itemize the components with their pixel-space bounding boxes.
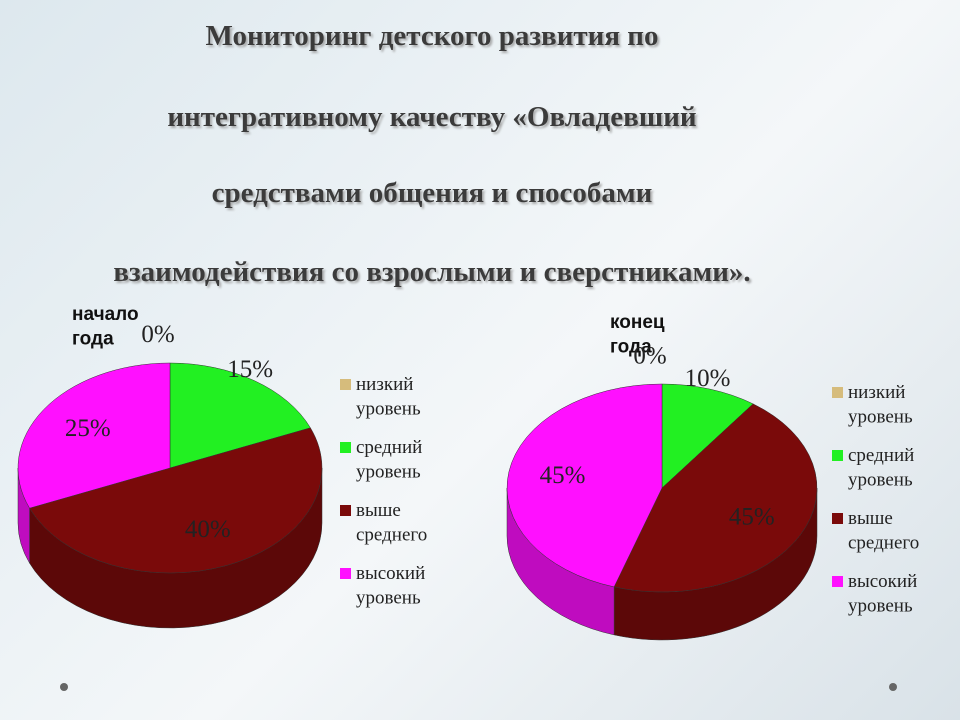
pie-slice xyxy=(661,383,754,489)
data-label: 45% xyxy=(540,462,586,489)
legend-label: низкий уровень xyxy=(356,374,421,420)
text-line: года xyxy=(72,329,114,350)
legend-swatch xyxy=(832,513,843,524)
legend-swatch xyxy=(340,379,351,390)
text-line: начало xyxy=(72,304,139,325)
text-line: среднего xyxy=(848,533,919,554)
chart-label: начало года xyxy=(72,304,139,350)
title-line: взаимодействия со взрослыми и сверстника… xyxy=(113,256,750,288)
dot xyxy=(889,683,897,691)
pie-slice xyxy=(169,362,311,469)
text-line: года xyxy=(610,337,652,358)
legend-label: средний уровень xyxy=(848,445,914,491)
text-line: уровень xyxy=(356,588,421,609)
legend-label: высокий уровень xyxy=(848,571,917,617)
title-line: средствами общения и способами xyxy=(212,177,653,209)
text-line: среднего xyxy=(356,525,427,546)
legend-label: средний уровень xyxy=(356,437,422,483)
data-label: 40% xyxy=(185,516,231,543)
data-label: 0% xyxy=(141,321,174,348)
data-label: 25% xyxy=(65,415,111,442)
text-line: уровень xyxy=(356,462,421,483)
pie-slice xyxy=(29,427,323,574)
data-label: 45% xyxy=(729,503,775,530)
legend-swatch xyxy=(832,576,843,587)
legend-swatch xyxy=(832,450,843,461)
pie-slice xyxy=(17,362,171,509)
legend-label: выше среднего xyxy=(356,500,427,546)
text-line: средний xyxy=(356,437,422,458)
text-line: конец xyxy=(610,312,665,333)
title-line: интегративному качеству «Овладевший xyxy=(167,101,696,133)
data-label: 0% xyxy=(633,342,666,369)
text-line: высокий xyxy=(848,571,917,592)
title-line: Мониторинг детского развития по xyxy=(205,20,658,52)
legend-swatch xyxy=(340,568,351,579)
legend-swatch xyxy=(832,387,843,398)
text-line: выше xyxy=(848,508,893,529)
legend-swatch xyxy=(340,442,351,453)
dot xyxy=(60,683,68,691)
text-line: уровень xyxy=(848,596,913,617)
text-line: низкий xyxy=(356,374,413,395)
pie-slice xyxy=(506,383,663,588)
legend-label: высокий уровень xyxy=(356,563,425,609)
legend-label: выше среднего xyxy=(848,508,919,554)
pie-slice xyxy=(613,403,818,593)
text-line: выше xyxy=(356,500,401,521)
text-line: высокий xyxy=(356,563,425,584)
chart-label: конец года xyxy=(610,312,665,358)
data-label: 10% xyxy=(685,365,731,392)
text-line: уровень xyxy=(356,399,421,420)
legend-swatch xyxy=(340,505,351,516)
text-line: средний xyxy=(848,445,914,466)
text-line: низкий xyxy=(848,382,905,403)
text-line: уровень xyxy=(848,407,913,428)
data-label: 15% xyxy=(227,356,273,383)
text-line: уровень xyxy=(848,470,913,491)
legend-label: низкий уровень xyxy=(848,382,913,428)
